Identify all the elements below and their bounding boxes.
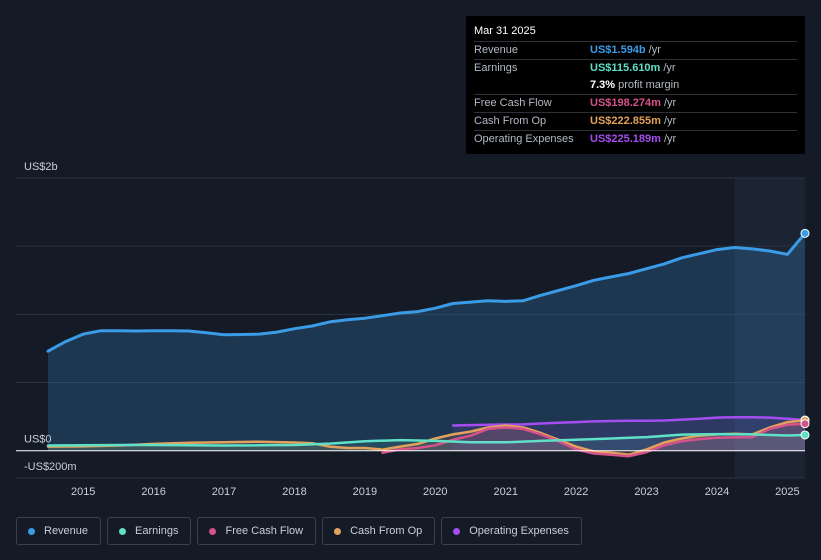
series-end-marker [800,430,810,440]
legend-item-earnings[interactable]: Earnings [107,517,192,545]
legend-item-free-cash-flow[interactable]: Free Cash Flow [197,517,317,545]
x-tick-label: 2020 [423,486,447,498]
tooltip-unit: /yr [663,133,677,145]
series-line-operating-expenses [451,416,807,427]
legend-dot-icon [453,527,461,535]
series-end-marker [800,228,810,238]
tooltip-value: US$1.594b [590,44,646,56]
tooltip-label: Cash From Op [474,115,547,127]
series-area-operating-expenses [452,417,805,451]
legend-label: Earnings [135,525,179,537]
tooltip-value: 7.3% [590,79,616,91]
series-area-free-cash-flow [382,423,805,457]
x-tick-label: 2023 [634,486,658,498]
tooltip-value: US$222.855m [590,115,661,127]
tooltip-unit: /yr [663,115,677,127]
tooltip-label: Operating Expenses [474,133,574,145]
tooltip-unit: /yr [648,44,661,56]
x-tick-label: 2016 [141,486,165,498]
x-tick-label: 2022 [564,486,588,498]
tooltip-label: Revenue [474,44,519,56]
legend-dot-icon [119,527,127,535]
legend-item-operating-expenses[interactable]: Operating Expenses [441,517,582,545]
y-axis-label-top: US$2b [24,161,58,173]
tooltip-unit: /yr [663,97,677,109]
legend-label: Free Cash Flow [225,525,304,537]
legend-item-cash-from-op[interactable]: Cash From Op [322,517,436,545]
tooltip-label: Earnings [474,62,518,74]
legend-item-revenue[interactable]: Revenue [16,517,102,545]
x-tick-label: 2015 [71,486,95,498]
tooltip-label: Free Cash Flow [474,97,552,109]
series-line-free-cash-flow [381,422,807,458]
legend-label: Cash From Op [350,525,423,537]
tooltip-value: US$225.189m [590,133,661,145]
legend-label: Operating Expenses [469,525,569,537]
x-tick-label: 2017 [212,486,236,498]
y-axis-label-bottom: -US$200m [24,461,77,473]
chart-legend: Revenue Earnings Free Cash Flow Cash Fro… [16,517,582,545]
series-line-earnings [46,432,807,447]
y-axis-label-zero: US$0 [24,434,52,446]
legend-label: Revenue [44,525,89,537]
data-tooltip: Mar 31 2025 Revenue US$1.594b /yr Earnin… [466,16,805,154]
tooltip-row-free-cash-flow: Free Cash Flow US$198.274m /yr [474,94,797,112]
tooltip-label [474,77,590,94]
x-tick-label: 2019 [353,486,377,498]
series-line-cash-from-op [46,419,807,457]
tooltip-row-revenue: Revenue US$1.594b /yr [474,41,797,59]
legend-dot-icon [334,527,342,535]
series-line-revenue [46,231,807,353]
x-tick-label: 2025 [775,486,799,498]
tooltip-row-operating-expenses: Operating Expenses US$225.189m /yr [474,130,797,148]
x-tick-label: 2024 [705,486,729,498]
tooltip-unit: /yr [663,62,676,74]
x-tick-label: 2018 [282,486,306,498]
tooltip-row-margin: 7.3% profit margin [474,77,797,94]
tooltip-value: US$115.610m [590,62,661,74]
tooltip-row-earnings: Earnings US$115.610m /yr [474,59,797,77]
legend-dot-icon [209,527,217,535]
chart-area: US$2b US$0 -US$200m 2015 2016 2017 2018 2019 202… [16,161,810,498]
tooltip-value: US$198.274m [590,97,661,109]
x-tick-label: 2021 [493,486,517,498]
tooltip-row-cash-from-op: Cash From Op US$222.855m /yr [474,112,797,130]
legend-dot-icon [28,527,35,535]
tooltip-date: Mar 31 2025 [474,25,536,37]
tooltip-unit: profit margin [618,79,680,91]
series-area-revenue [48,233,805,451]
series-end-marker [800,419,810,429]
